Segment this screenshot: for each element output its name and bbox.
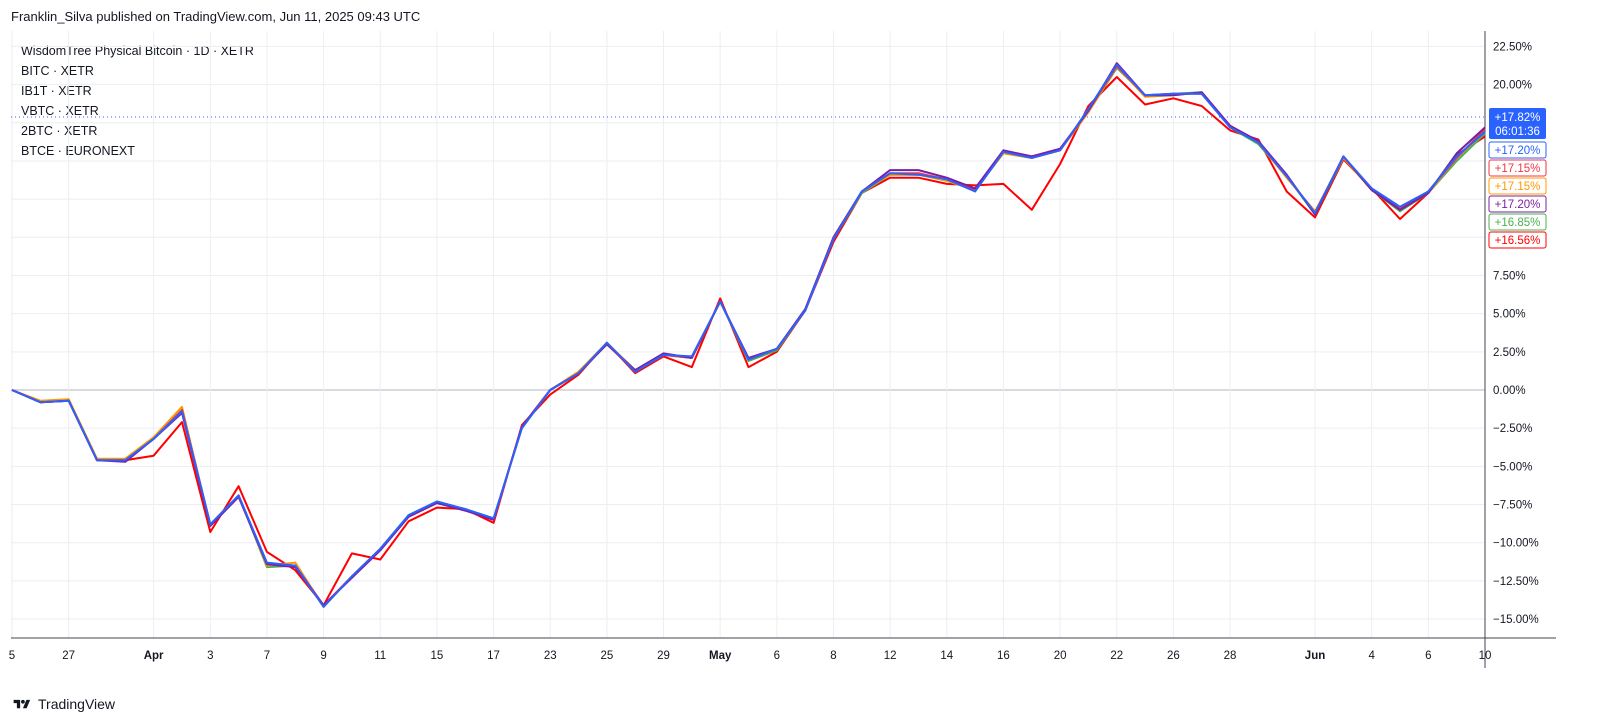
last-value-badge	[1489, 108, 1546, 139]
x-tick-label: 26	[1167, 650, 1180, 662]
x-tick-label: 5	[9, 650, 15, 662]
legend-item-2btc[interactable]: 2BTC · XETR	[21, 124, 98, 138]
x-tick-label: 14	[940, 650, 953, 662]
countdown-label: 06:01:36	[1495, 126, 1540, 138]
publisher-header: Franklin_Silva published on TradingView.…	[11, 9, 421, 24]
series-value-badge	[1488, 231, 1547, 249]
legend-main-symbol[interactable]: WisdomTree Physical Bitcoin · 1D · XETR	[21, 44, 254, 58]
series-value-label: +17.20%	[1495, 199, 1541, 211]
x-tick-label: Jun	[1305, 650, 1325, 662]
series-value-badge	[1488, 195, 1547, 213]
y-tick-label: 20.00%	[1493, 80, 1532, 92]
y-tick-label: 7.50%	[1493, 270, 1526, 282]
y-tick-label: 22.50%	[1493, 41, 1532, 53]
x-tick-label: 25	[600, 650, 613, 662]
x-tick-label: 7	[264, 650, 270, 662]
y-tick-label: −10.00%	[1493, 538, 1539, 550]
y-tick-label: −5.00%	[1493, 461, 1532, 473]
tradingview-brand[interactable]: TradingView	[11, 696, 115, 712]
series-value-label: +17.20%	[1495, 145, 1541, 157]
x-tick-label: 28	[1224, 650, 1237, 662]
series-value-label: +17.15%	[1495, 163, 1541, 175]
series-value-label: +17.15%	[1495, 181, 1541, 193]
y-tick-label: 5.00%	[1493, 309, 1526, 321]
x-tick-label: 23	[544, 650, 557, 662]
legend-item-vbtc[interactable]: VBTC · XETR	[21, 104, 99, 118]
series-value-badge	[1488, 213, 1547, 231]
x-tick-label: 10	[1479, 650, 1492, 662]
y-tick-label: −15.00%	[1493, 614, 1539, 626]
series-value-badge	[1488, 177, 1547, 195]
x-tick-label: 3	[207, 650, 213, 662]
brand-label: TradingView	[38, 696, 116, 712]
series-line[interactable]	[11, 76, 1486, 607]
y-tick-label: −2.50%	[1493, 423, 1532, 435]
x-tick-label: 20	[1054, 650, 1067, 662]
tradingview-logo-icon	[13, 699, 31, 708]
last-value-label: +17.82%	[1495, 112, 1541, 124]
x-tick-label: 4	[1368, 650, 1375, 662]
x-tick-label: 15	[431, 650, 444, 662]
legend-item-bitc[interactable]: BITC · XETR	[21, 64, 94, 78]
x-tick-label: 6	[774, 650, 780, 662]
series-value-badge	[1488, 159, 1547, 177]
legend: WisdomTree Physical Bitcoin · 1D · XETR …	[21, 41, 254, 161]
y-tick-label: −12.50%	[1493, 576, 1539, 588]
legend-item-ib1t[interactable]: IB1T · XETR	[21, 84, 92, 98]
x-tick-label: 16	[997, 650, 1010, 662]
series-value-label: +16.85%	[1495, 217, 1541, 229]
x-tick-label: Apr	[144, 650, 164, 662]
series-line[interactable]	[11, 62, 1486, 607]
x-tick-label: May	[709, 650, 732, 662]
x-tick-label: 17	[487, 650, 500, 662]
y-tick-label: 2.50%	[1493, 347, 1526, 359]
series-value-badge	[1488, 141, 1547, 159]
y-tick-label: 0.00%	[1493, 385, 1526, 397]
x-tick-label: 6	[1425, 650, 1431, 662]
x-tick-label: 9	[320, 650, 326, 662]
legend-item-btce[interactable]: BTCE · EURONEXT	[21, 144, 135, 158]
x-tick-label: 11	[374, 650, 386, 662]
x-tick-label: 27	[62, 650, 75, 662]
x-tick-label: 12	[884, 650, 897, 662]
series-line[interactable]	[11, 63, 1486, 608]
x-tick-label: 29	[657, 650, 670, 662]
x-tick-label: 8	[830, 650, 836, 662]
y-tick-label: −7.50%	[1493, 500, 1532, 512]
series-value-label: +16.56%	[1495, 235, 1541, 247]
x-tick-label: 22	[1110, 650, 1123, 662]
